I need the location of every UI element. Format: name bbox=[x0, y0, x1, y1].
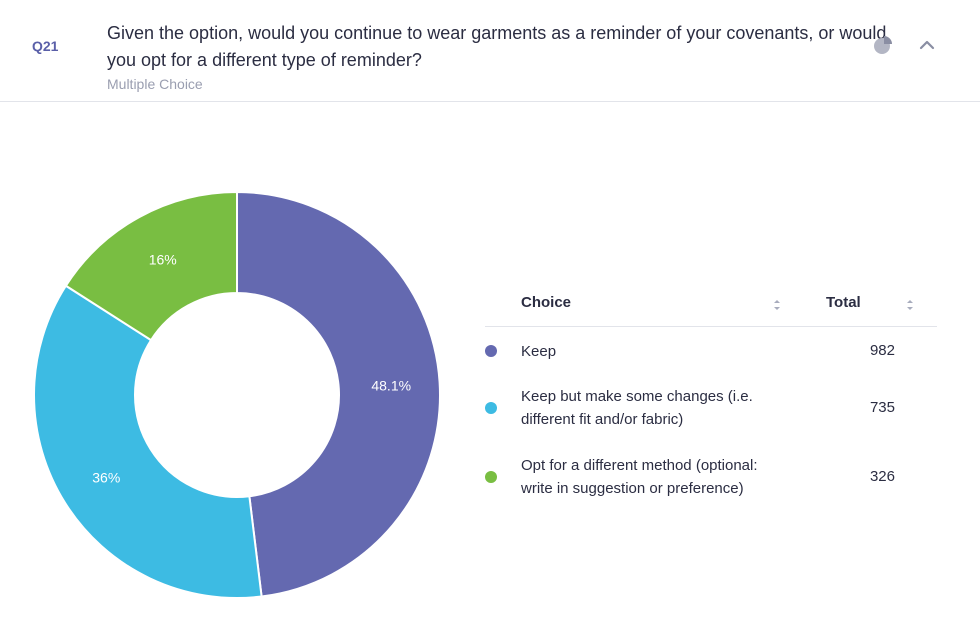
question-text: Given the option, would you continue to … bbox=[107, 23, 887, 70]
question-header: Q21 Given the option, would you continue… bbox=[0, 0, 980, 102]
table-header: Choice Total bbox=[485, 282, 937, 327]
donut-slice[interactable] bbox=[33, 284, 263, 599]
choice-label: Opt for a different method (optional: wr… bbox=[521, 457, 758, 497]
table-row: Keep 982 bbox=[485, 339, 937, 362]
slice-percent-label: 16% bbox=[149, 252, 177, 268]
column-header-choice[interactable]: Choice bbox=[521, 294, 572, 311]
question-type: Multiple Choice bbox=[107, 76, 203, 92]
sort-icon[interactable] bbox=[773, 298, 781, 312]
column-header-total[interactable]: Total bbox=[826, 294, 861, 311]
choice-total: 982 bbox=[869, 342, 895, 359]
choice-label: Keep but make some changes (i.e. differe… bbox=[521, 388, 753, 428]
legend-dot bbox=[485, 402, 497, 414]
choice-label: Keep bbox=[521, 343, 557, 360]
donut-chart: 48.1% 36% 16% bbox=[33, 190, 441, 599]
slice-percent-label: 48.1% bbox=[371, 378, 411, 394]
donut-slice[interactable] bbox=[236, 190, 441, 598]
chevron-up-icon[interactable] bbox=[918, 38, 936, 52]
legend-dot bbox=[485, 471, 497, 483]
choice-total: 735 bbox=[869, 399, 895, 416]
sort-icon[interactable] bbox=[906, 298, 914, 312]
legend-dot bbox=[485, 345, 497, 357]
table-row: Opt for a different method (optional: wr… bbox=[485, 454, 937, 500]
question-number: Q21 bbox=[32, 38, 59, 54]
choice-total: 326 bbox=[869, 468, 895, 485]
donut-slice[interactable] bbox=[64, 190, 238, 342]
pie-chart-icon[interactable] bbox=[873, 35, 893, 55]
table-row: Keep but make some changes (i.e. differe… bbox=[485, 385, 937, 431]
slice-percent-label: 36% bbox=[92, 469, 120, 485]
results-table: Choice Total Keep 982 Keep but make some… bbox=[485, 282, 937, 497]
